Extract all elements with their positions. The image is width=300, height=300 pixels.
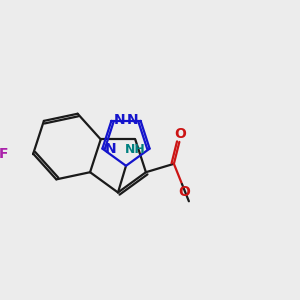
- Text: N: N: [105, 142, 117, 156]
- Text: O: O: [174, 127, 186, 141]
- Text: N: N: [114, 113, 126, 127]
- Text: O: O: [178, 184, 190, 199]
- Text: NH: NH: [125, 142, 146, 156]
- Text: N: N: [127, 113, 139, 127]
- Text: F: F: [0, 147, 8, 161]
